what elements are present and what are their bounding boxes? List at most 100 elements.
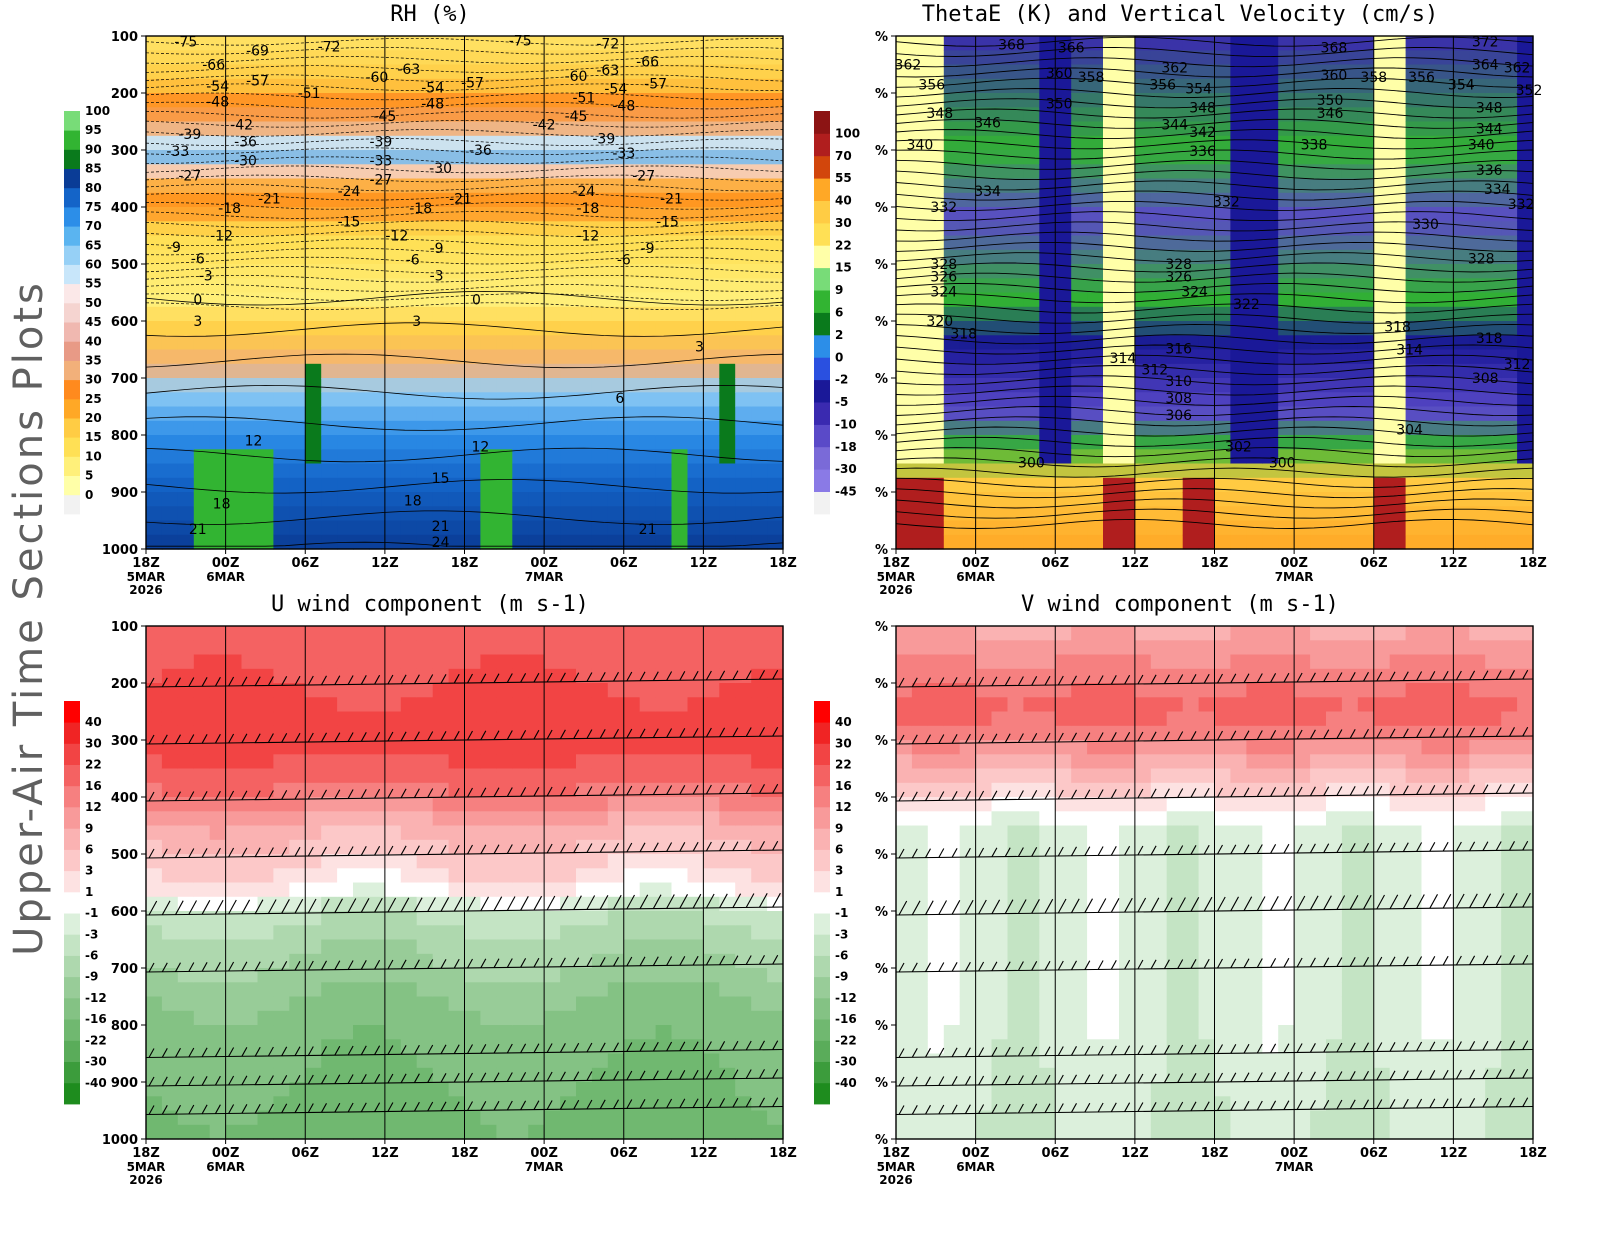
field-cell bbox=[1039, 520, 1056, 536]
wind-barb bbox=[745, 727, 752, 737]
field-cell bbox=[544, 939, 561, 955]
field-cell bbox=[369, 626, 386, 641]
field-cell bbox=[416, 492, 434, 507]
field-cell bbox=[146, 654, 163, 670]
field-cell bbox=[655, 982, 673, 998]
field-cell bbox=[512, 64, 529, 80]
field-cell bbox=[384, 378, 402, 393]
y-tick-label: % bbox=[875, 201, 888, 216]
field-cell bbox=[337, 264, 354, 279]
wind-barb bbox=[666, 671, 673, 681]
field-cell bbox=[655, 939, 673, 955]
field-cell bbox=[735, 207, 752, 222]
field-cell bbox=[767, 811, 784, 827]
field-cell bbox=[1262, 378, 1279, 393]
field-cell bbox=[321, 150, 338, 165]
field-cell bbox=[305, 711, 322, 727]
field-cell bbox=[464, 939, 481, 955]
field-cell bbox=[1134, 449, 1152, 465]
field-cell bbox=[623, 1010, 641, 1026]
field-cell bbox=[161, 626, 179, 641]
field-cell bbox=[432, 463, 450, 479]
field-cell bbox=[1246, 292, 1263, 308]
field-cell bbox=[353, 640, 370, 656]
field-cell bbox=[257, 882, 274, 898]
field-cell bbox=[448, 378, 466, 393]
field-cell bbox=[1214, 520, 1231, 536]
field-cell bbox=[448, 36, 466, 51]
field-cell bbox=[703, 697, 720, 713]
field-cell bbox=[1071, 349, 1088, 365]
field-cell bbox=[512, 740, 529, 755]
field-cell bbox=[369, 697, 386, 713]
field-cell bbox=[1373, 264, 1391, 279]
field-cell bbox=[225, 982, 243, 998]
wind-barb bbox=[546, 729, 553, 740]
field-cell bbox=[464, 711, 481, 727]
field-cell bbox=[1166, 349, 1184, 365]
field-cell bbox=[432, 363, 450, 379]
field-cell bbox=[655, 668, 673, 684]
field-cell bbox=[225, 725, 243, 741]
field-cell bbox=[1119, 50, 1136, 66]
field-cell bbox=[273, 435, 290, 450]
field-cell bbox=[1087, 121, 1104, 137]
field-cell bbox=[927, 406, 945, 422]
field-cell bbox=[767, 1025, 784, 1040]
field-cell bbox=[177, 264, 195, 279]
field-cell bbox=[321, 896, 338, 912]
field-cell bbox=[1326, 249, 1343, 265]
field-cell bbox=[432, 492, 450, 507]
field-cell bbox=[623, 192, 641, 208]
wind-barb bbox=[387, 674, 394, 685]
field-cell bbox=[1405, 520, 1423, 536]
field-cell bbox=[655, 93, 673, 108]
wind-barb bbox=[228, 790, 235, 801]
field-cell bbox=[257, 1039, 274, 1055]
field-cell bbox=[480, 1082, 497, 1097]
field-cell bbox=[671, 953, 688, 969]
field-cell bbox=[639, 968, 657, 983]
field-cell bbox=[576, 520, 593, 536]
contour-label: 328 bbox=[930, 257, 957, 273]
field-cell bbox=[735, 968, 752, 983]
colorbar-label: 30 bbox=[85, 373, 102, 387]
field-cell bbox=[544, 107, 561, 123]
field-cell bbox=[337, 50, 354, 66]
field-cell bbox=[1326, 349, 1343, 365]
field-cell bbox=[576, 825, 593, 841]
field-cell bbox=[735, 882, 752, 898]
wind-barb bbox=[692, 727, 699, 738]
field-cell bbox=[512, 668, 529, 684]
field-cell bbox=[1437, 392, 1454, 408]
field-cell bbox=[1453, 534, 1470, 550]
field-cell bbox=[591, 363, 609, 379]
field-cell bbox=[273, 1025, 290, 1040]
field-cell bbox=[576, 164, 593, 180]
field-cell bbox=[767, 1039, 784, 1055]
colorbar-swatch bbox=[64, 264, 80, 285]
field-cell bbox=[1405, 278, 1423, 294]
field-cell bbox=[448, 683, 466, 698]
field-cell bbox=[209, 754, 227, 770]
field-cell bbox=[703, 121, 720, 137]
field-cell bbox=[1326, 306, 1343, 322]
wind-barb bbox=[267, 790, 274, 800]
field-cell bbox=[353, 882, 370, 898]
field-cell bbox=[496, 192, 513, 208]
field-cell bbox=[1357, 449, 1375, 465]
field-cell bbox=[639, 640, 657, 656]
field-cell bbox=[416, 854, 434, 869]
field-cell bbox=[337, 463, 354, 479]
wind-barb bbox=[533, 672, 540, 683]
y-tick-label: % bbox=[875, 144, 888, 159]
field-cell bbox=[416, 435, 434, 450]
field-cell bbox=[896, 150, 913, 165]
field-cell bbox=[1230, 50, 1247, 66]
field-cell bbox=[1341, 121, 1359, 137]
field-cell bbox=[751, 249, 768, 265]
field-cell bbox=[257, 1025, 274, 1040]
field-cell bbox=[496, 435, 513, 450]
field-cell bbox=[560, 996, 577, 1012]
field-cell bbox=[241, 854, 258, 869]
